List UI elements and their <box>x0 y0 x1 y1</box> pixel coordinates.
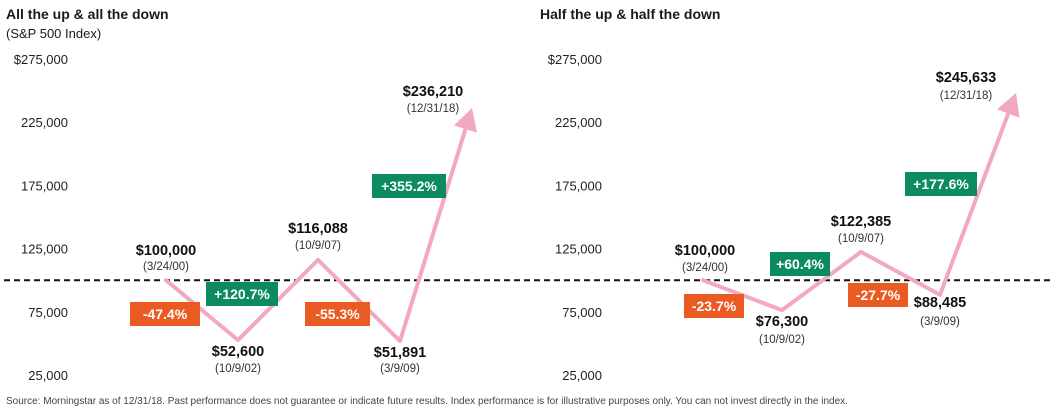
right-y-tick-label: 175,000 <box>555 178 602 193</box>
left-series-arrowhead <box>454 108 477 133</box>
right-change-badge-loss <box>848 283 908 307</box>
right-y-tick-label: 125,000 <box>555 242 602 257</box>
right-y-tick-label: 25,000 <box>562 368 602 383</box>
left-y-tick-label: 175,000 <box>21 178 68 193</box>
left-change-badge-loss <box>305 302 370 326</box>
right-y-tick-label: $275,000 <box>548 52 602 67</box>
right-point-value-label: $76,300 <box>756 314 808 330</box>
right-point-date-label: (3/24/00) <box>682 262 728 274</box>
right-y-tick-label: 75,000 <box>562 305 602 320</box>
left-change-badge-loss <box>130 302 200 326</box>
left-point-value-label: $236,210 <box>403 84 463 100</box>
left-y-tick-label: 225,000 <box>21 115 68 130</box>
left-change-badge-gain <box>372 174 446 198</box>
right-change-badge-label: -23.7% <box>692 298 737 314</box>
left-point-value-label: $52,600 <box>212 344 264 360</box>
right-point-value-label: $245,633 <box>936 70 996 86</box>
right-change-badge-label: +177.6% <box>913 176 969 192</box>
right-change-badge-gain <box>905 172 977 196</box>
right-series-arrowhead <box>997 93 1020 118</box>
left-point-value-label: $51,891 <box>374 345 426 361</box>
left-change-badge-label: +120.7% <box>214 286 270 302</box>
left-point-date-label: (3/9/09) <box>380 363 420 375</box>
left-chart-title: All the up & all the down <box>6 6 169 22</box>
left-series-line <box>164 127 468 344</box>
left-chart-subtitle: (S&P 500 Index) <box>6 26 102 41</box>
left-point-value-label: $100,000 <box>136 243 196 259</box>
right-point-value-label: $88,485 <box>914 295 966 311</box>
right-point-value-label: $100,000 <box>675 243 735 259</box>
source-note: Source: Morningstar as of 12/31/18. Past… <box>6 396 848 407</box>
left-y-tick-label: 25,000 <box>28 368 68 383</box>
left-point-date-label: (10/9/02) <box>215 363 261 375</box>
left-point-date-label: (12/31/18) <box>407 103 460 115</box>
right-point-value-label: $122,385 <box>831 214 891 230</box>
right-change-badge-label: -27.7% <box>856 287 901 303</box>
left-change-badge-gain <box>206 282 278 306</box>
left-y-tick-label: $275,000 <box>14 52 68 67</box>
left-point-date-label: (3/24/00) <box>143 261 189 273</box>
charts-canvas: $275,000 225,000 175,000 125,000 75,000 25,00… <box>4 52 1050 383</box>
left-change-badge-label: -47.4% <box>143 306 188 322</box>
right-y-tick-label: 225,000 <box>555 115 602 130</box>
right-chart-title: Half the up & half the down <box>540 6 721 22</box>
right-point-date-label: (10/9/07) <box>838 233 884 245</box>
right-change-badge-label: +60.4% <box>776 256 824 272</box>
right-point-date-label: (12/31/18) <box>940 90 993 102</box>
left-point-date-label: (10/9/07) <box>295 240 341 252</box>
right-change-badge-loss <box>684 294 744 318</box>
left-change-badge-label: -55.3% <box>315 306 360 322</box>
right-series-line <box>701 111 1011 313</box>
left-y-tick-label: 125,000 <box>21 242 68 257</box>
left-y-tick-label: 75,000 <box>28 305 68 320</box>
right-point-date-label: (10/9/02) <box>759 334 805 346</box>
right-change-badge-gain <box>770 252 830 276</box>
left-change-badge-label: +355.2% <box>381 178 437 194</box>
left-point-value-label: $116,088 <box>288 221 348 237</box>
right-point-date-label: (3/9/09) <box>920 316 960 328</box>
